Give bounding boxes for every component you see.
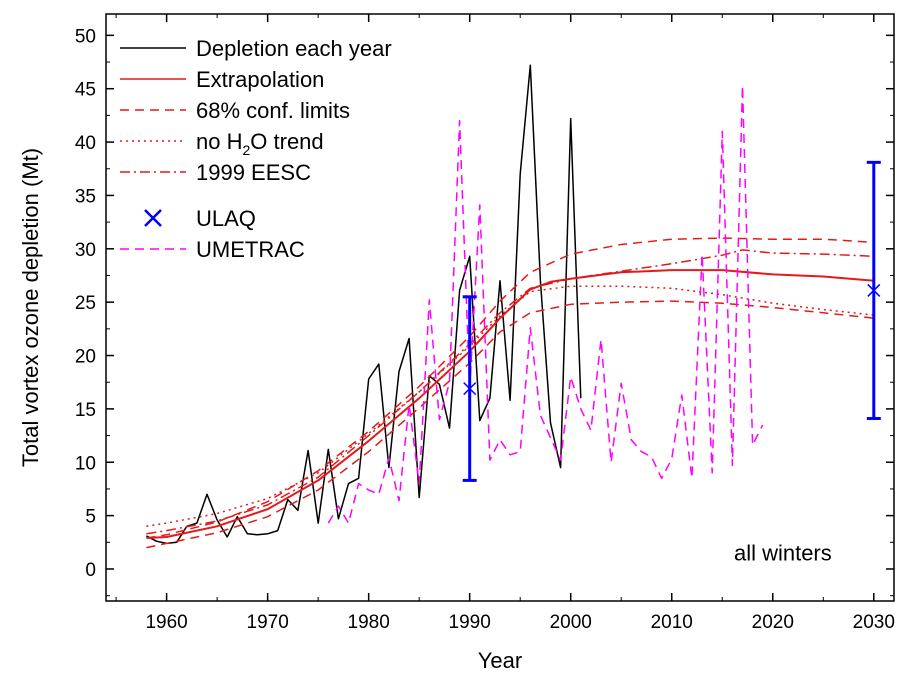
y-tick-label: 40: [75, 133, 96, 154]
y-tick-label: 20: [75, 347, 96, 368]
legend-marker-ulaq: [144, 209, 162, 227]
x-tick-label: 1980: [348, 612, 390, 633]
y-tick-label: 15: [75, 400, 96, 421]
legend-label-0: Depletion each year: [196, 36, 392, 61]
x-tick-label: 1990: [449, 612, 491, 633]
ulaq-point-marker: [463, 382, 477, 396]
series-line-68-conf-limits-lower: [146, 300, 874, 549]
legend-label-6: UMETRAC: [196, 237, 305, 262]
y-tick-label: 50: [75, 26, 96, 47]
y-tick-label: 0: [85, 560, 96, 581]
all-winters-annotation: all winters: [734, 540, 832, 565]
series-line-no-h2o-trend: [146, 285, 874, 528]
x-axis-label: Year: [478, 648, 522, 673]
y-tick-label: 30: [75, 240, 96, 261]
y-tick-label: 35: [75, 186, 96, 207]
series-line-depletion-each-year: [146, 64, 582, 545]
y-tick-label: 5: [85, 507, 96, 528]
x-tick-label: 2030: [853, 612, 895, 633]
legend-label-4: 1999 EESC: [196, 160, 311, 185]
legend-label-2: 68% conf. limits: [196, 98, 350, 123]
legend-label-5: ULAQ: [196, 206, 256, 231]
y-tick-label: 10: [75, 453, 96, 474]
x-tick-label: 2020: [752, 612, 794, 633]
legend-label-3: no H2O trend: [196, 129, 324, 158]
x-tick-label: 1960: [145, 612, 187, 633]
x-tick-label: 2000: [550, 612, 592, 633]
series-line-umetrac: [327, 84, 764, 524]
legend-label-1: Extrapolation: [196, 67, 324, 92]
tick-layer: 1960 1970 1980 1990 2000 2010 2020 203005101520…: [75, 14, 895, 633]
series-line-extrapolation: [146, 269, 874, 539]
legend: Depletion each year Extrapolation 68% conf…: [120, 36, 392, 262]
y-tick-label: 45: [75, 80, 96, 101]
y-axis-label: Total vortex ozone depletion (Mt): [18, 148, 43, 467]
ulaq-point-marker: [867, 283, 881, 297]
plot-frame: [105, 13, 895, 602]
x-tick-label: 2010: [651, 612, 693, 633]
x-tick-label: 1970: [247, 612, 289, 633]
series-layer: [146, 64, 881, 549]
y-tick-label: 25: [75, 293, 96, 314]
series-line-1999-eesc: [146, 249, 874, 535]
